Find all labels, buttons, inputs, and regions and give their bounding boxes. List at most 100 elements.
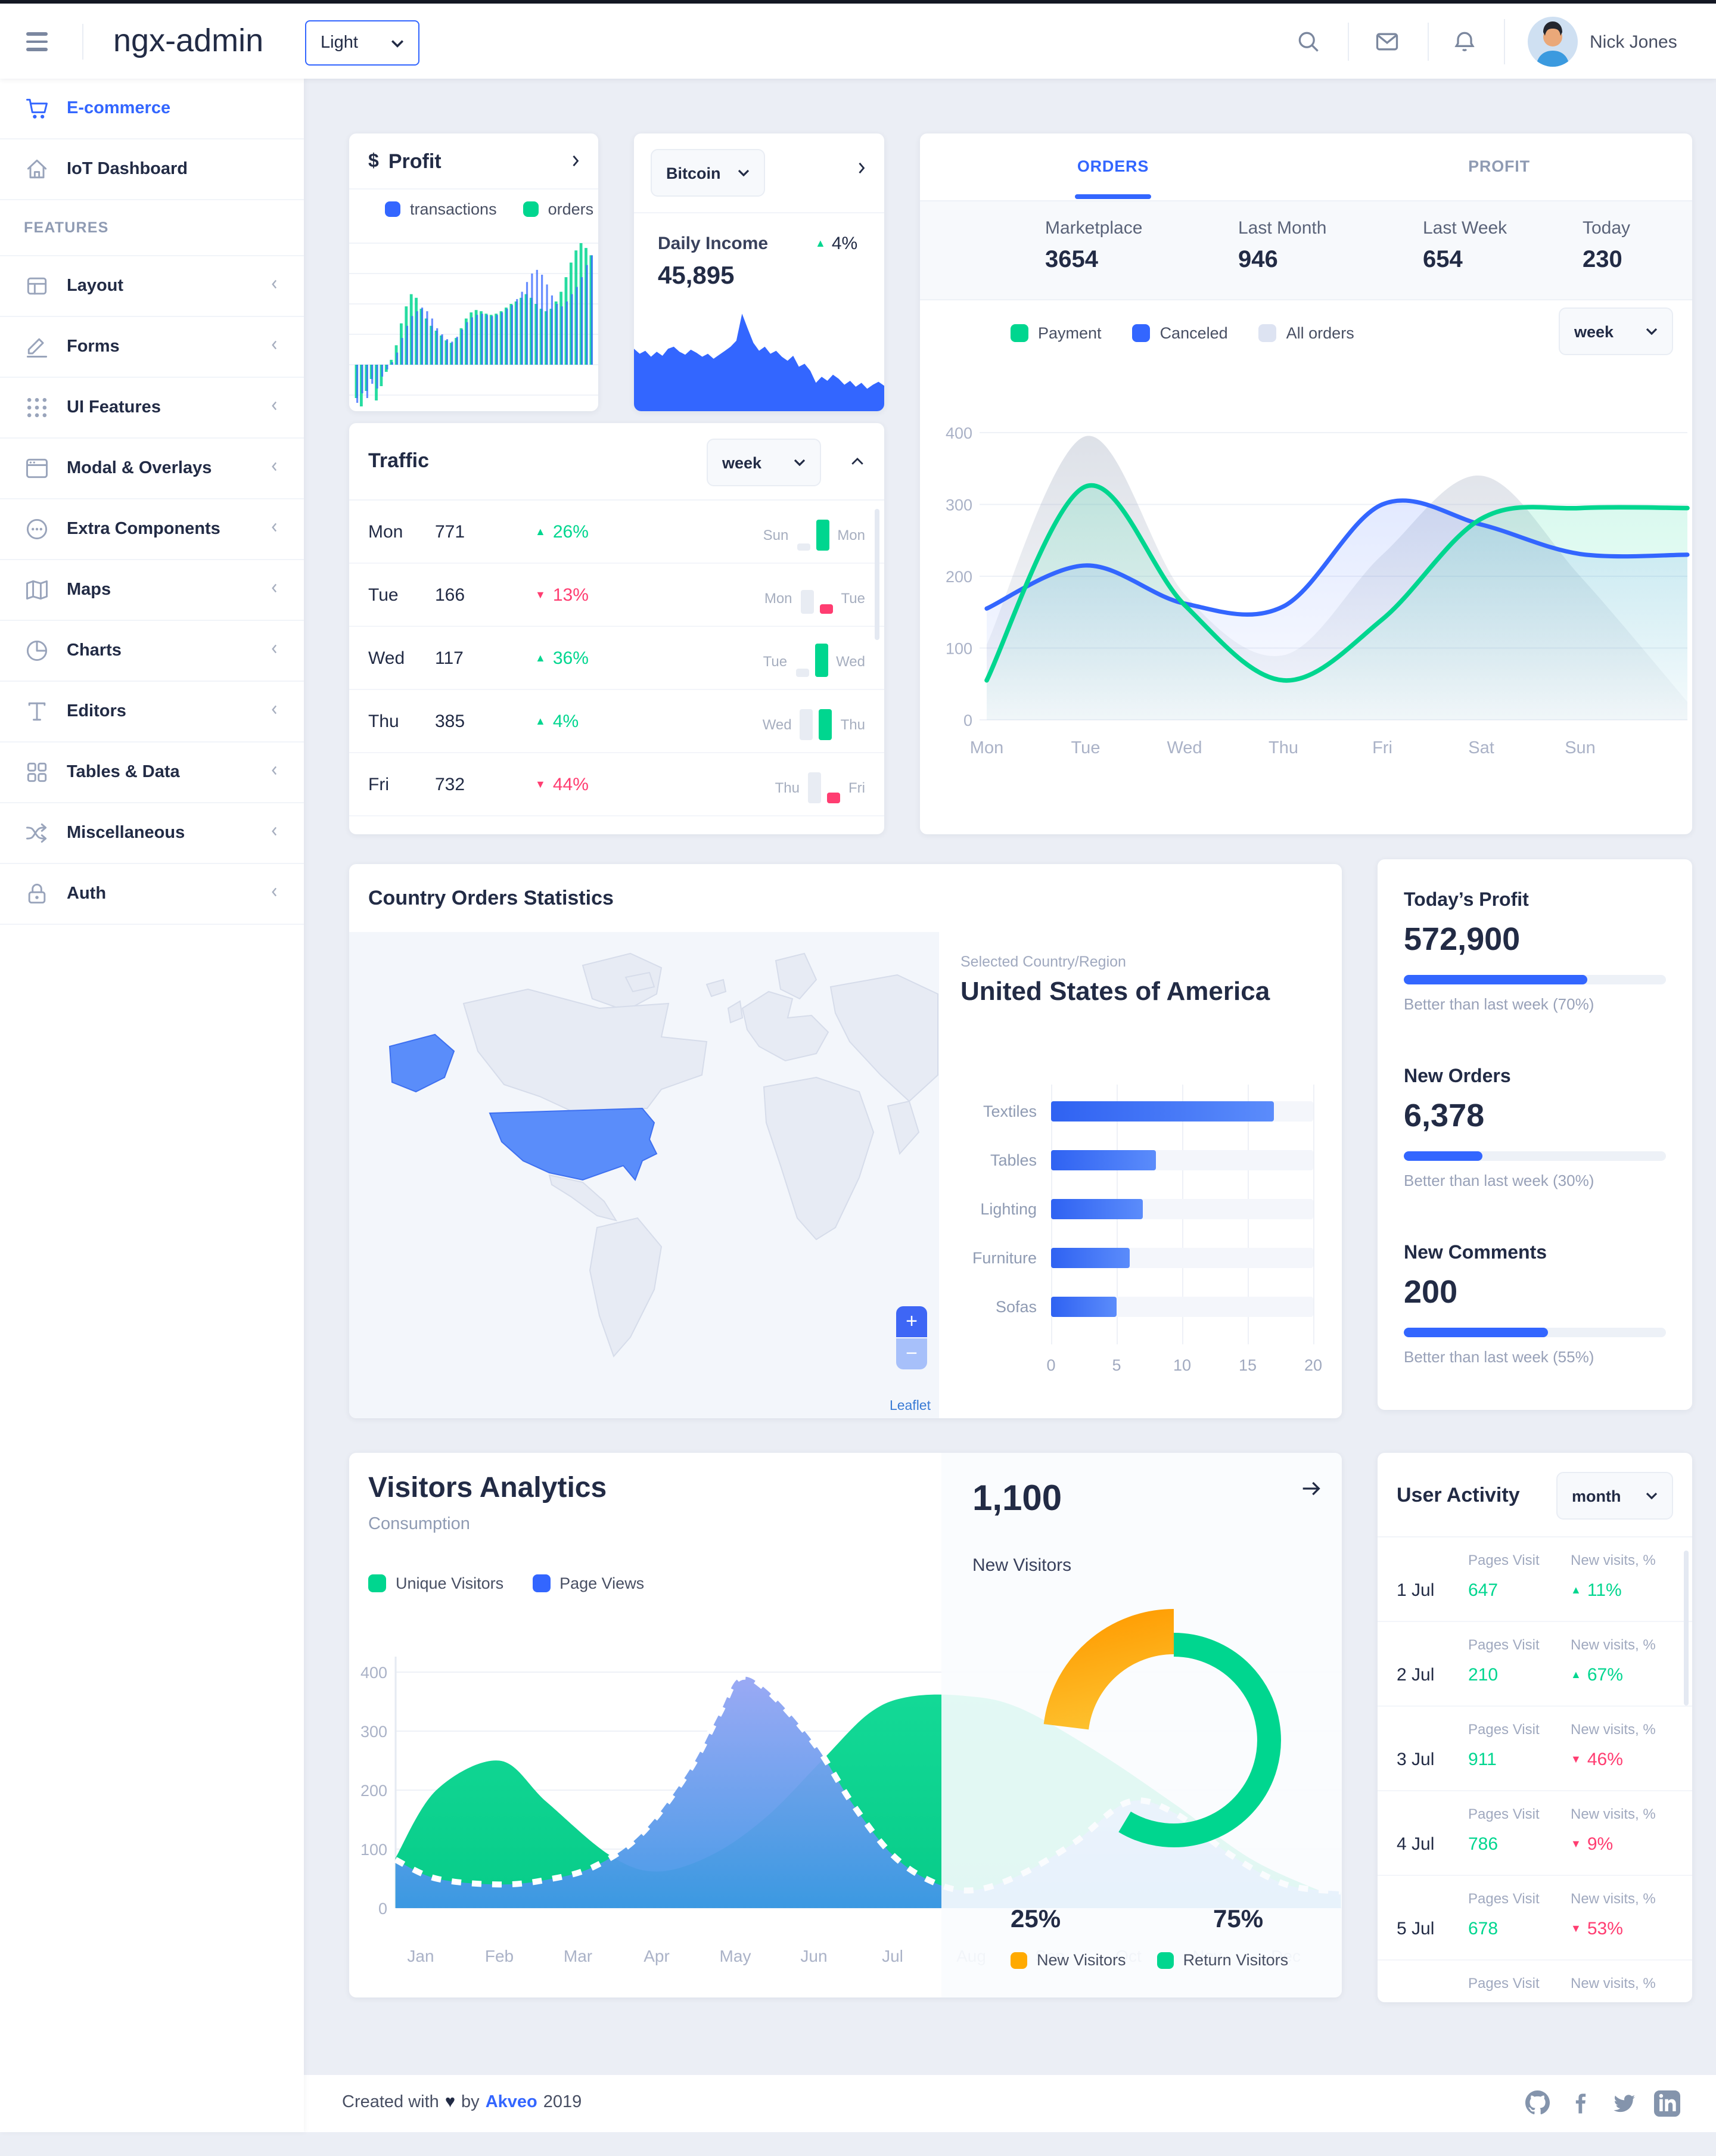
sidebar-item-miscellaneous[interactable]: Miscellaneous (0, 803, 304, 864)
legend-item: Canceled (1132, 324, 1228, 342)
tab-orders[interactable]: ORDERS (1077, 157, 1149, 175)
map-africa (763, 1076, 875, 1241)
chevron-left-icon (267, 397, 282, 418)
sidebar-item-charts[interactable]: Charts (0, 621, 304, 682)
sidebar-item-e-commerce[interactable]: E-commerce (0, 79, 304, 139)
traffic-mini-chart: Wed Thu (763, 702, 865, 740)
list-item[interactable]: Pages Visit New visits, % 3 Jul 911 ▼ 46% (1378, 1707, 1692, 1791)
svg-text:300: 300 (946, 496, 972, 514)
legend-swatch (532, 1574, 551, 1592)
sidebar-item-label: Modal & Overlays (67, 459, 212, 478)
edit-icon (24, 334, 50, 360)
sidebar-item-editors[interactable]: Editors (0, 682, 304, 743)
footer-brand-link[interactable]: Akveo (485, 2093, 537, 2112)
theme-select[interactable]: Light (305, 20, 419, 66)
list-item[interactable]: Pages Visit New visits, % (1378, 1961, 1692, 2002)
arrow-up-icon: ▲ (535, 714, 546, 726)
chevron-left-icon (267, 884, 282, 904)
activity-period-select[interactable]: month (1556, 1472, 1673, 1520)
mini-current-label: Mon (837, 527, 865, 543)
table-row[interactable]: Thu 385 ▲ 4% Wed Thu (349, 690, 884, 753)
arrow-up-icon: ▲ (535, 651, 546, 663)
bar-label: Textiles (983, 1102, 1037, 1120)
sidebar-item-iot-dashboard[interactable]: IoT Dashboard (0, 139, 304, 200)
sidebar-item-ui-features[interactable]: UI Features (0, 378, 304, 439)
progress-bar-track (1404, 975, 1666, 984)
map-zoom-in-button[interactable]: + (896, 1306, 927, 1337)
list-item[interactable]: Pages Visit New visits, % 1 Jul 647 ▲ 11% (1378, 1537, 1692, 1622)
traffic-value: 732 (435, 774, 465, 794)
summary-value: 572,900 (1404, 921, 1521, 957)
heart-icon: ♥ (444, 2093, 456, 2112)
world-map[interactable]: + − Leaflet (349, 932, 939, 1418)
avatar[interactable] (1528, 17, 1578, 67)
bar (1051, 1150, 1156, 1170)
traffic-value: 771 (435, 521, 465, 542)
mail-icon[interactable] (1374, 29, 1400, 55)
selected-country-name: United States of America (960, 976, 1270, 1006)
header-divider (82, 24, 83, 60)
github-icon[interactable] (1525, 2090, 1552, 2117)
sidebar-item-layout[interactable]: Layout (0, 256, 304, 317)
table-row[interactable]: Fri 732 ▼ 44% Thu Fri (349, 753, 884, 816)
map-asia (829, 974, 938, 1102)
svg-text:100: 100 (946, 640, 972, 658)
legend-item: orders (523, 200, 593, 218)
map-attribution-link[interactable]: Leaflet (889, 1399, 931, 1413)
traffic-day: Thu (368, 711, 399, 731)
svg-text:200: 200 (946, 568, 972, 586)
search-icon[interactable] (1295, 29, 1322, 55)
profit-legend: transactions orders (385, 200, 593, 218)
svg-text:100: 100 (360, 1841, 387, 1859)
selected-country-label: Selected Country/Region (960, 953, 1126, 970)
arrow-up-icon: ▲ (1571, 1669, 1581, 1680)
facebook-icon[interactable] (1568, 2090, 1594, 2117)
menu-toggle-button[interactable] (26, 32, 50, 51)
svg-text:Jul: Jul (882, 1947, 903, 1965)
collapse-chevron-up-icon[interactable] (848, 453, 866, 477)
list-item[interactable]: Pages Visit New visits, % 2 Jul 210 ▲ 67% (1378, 1622, 1692, 1707)
axis-tick-label: 15 (1238, 1356, 1257, 1374)
sidebar-item-extra-components[interactable]: Extra Components (0, 499, 304, 560)
country-bar-chart: 0 5 10 15 20 Textiles Tables Lighting Furniture S… (939, 1085, 1342, 1394)
chevron-left-icon (267, 276, 282, 296)
bell-icon[interactable] (1451, 29, 1478, 55)
orders-period-select[interactable]: week (1559, 307, 1673, 355)
activity-scrollbar[interactable] (1684, 1551, 1689, 1705)
table-row[interactable]: Wed 117 ▲ 36% Tue Wed (349, 627, 884, 690)
mini-bars (800, 576, 833, 614)
traffic-mini-chart: Tue Wed (763, 639, 865, 677)
sidebar-item-maps[interactable]: Maps (0, 560, 304, 621)
list-item[interactable]: Pages Visit New visits, % 4 Jul 786 ▼ 9% (1378, 1791, 1692, 1876)
traffic-period-select[interactable]: week (707, 439, 821, 486)
chevron-down-icon (794, 459, 806, 466)
grid-line (1313, 1085, 1314, 1344)
linkedin-icon[interactable] (1654, 2090, 1680, 2117)
sidebar-item-tables-data[interactable]: Tables & Data (0, 743, 304, 803)
list-item[interactable]: Pages Visit New visits, % 5 Jul 678 ▼ 53% (1378, 1876, 1692, 1961)
sidebar-navigation: E-commerce IoT Dashboard FEATURES Layout For… (0, 79, 304, 2132)
app-logo[interactable]: ngx-admin (113, 23, 264, 58)
currency-select[interactable]: Bitcoin (651, 149, 765, 197)
tab-profit[interactable]: PROFIT (1468, 157, 1530, 175)
table-row[interactable]: Mon 771 ▲ 26% Sun Mon (349, 501, 884, 564)
traffic-value: 166 (435, 585, 465, 605)
activity-delta: ▼ 53% (1571, 1919, 1623, 1939)
chevron-right-icon[interactable] (567, 153, 584, 175)
sidebar-item-forms[interactable]: Forms (0, 317, 304, 378)
traffic-scrollbar[interactable] (875, 509, 879, 640)
delta-percent: 4% (552, 711, 579, 731)
stat-label: Marketplace (1045, 218, 1143, 238)
table-row[interactable]: Fri (349, 816, 884, 834)
chevron-left-icon (267, 519, 282, 539)
sidebar-item-auth[interactable]: Auth (0, 864, 304, 925)
map-zoom-out-button[interactable]: − (896, 1338, 927, 1369)
twitter-icon[interactable] (1611, 2090, 1637, 2117)
mini-prev-label: Thu (775, 779, 800, 796)
arrow-up-icon: ▲ (1571, 1584, 1581, 1596)
table-row[interactable]: Tue 166 ▼ 13% Mon Tue (349, 564, 884, 627)
user-name[interactable]: Nick Jones (1590, 32, 1677, 52)
sidebar-item-modal-overlays[interactable]: Modal & Overlays (0, 439, 304, 499)
chevron-right-icon[interactable] (853, 160, 870, 182)
arrow-right-icon[interactable] (1299, 1477, 1323, 1506)
